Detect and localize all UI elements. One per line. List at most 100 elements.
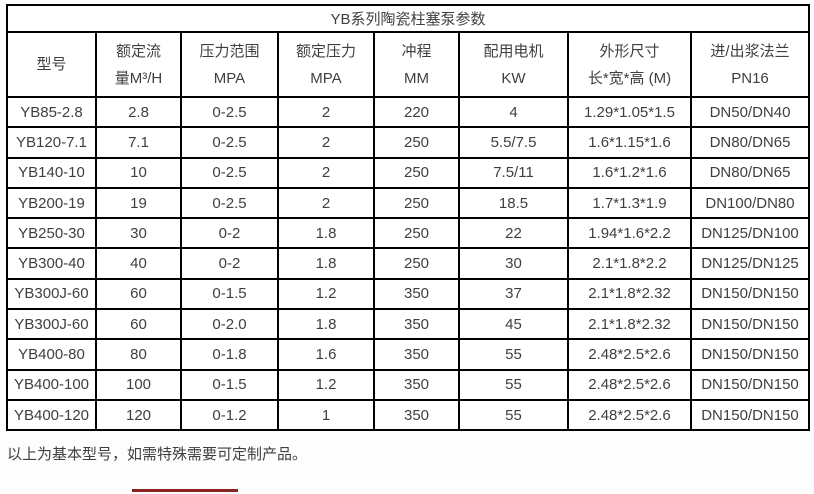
- red-underline-bar: [132, 489, 238, 492]
- cell-stroke: 250: [373, 247, 460, 280]
- table-row: YB400-100 100 0-1.5 1.2 350 55 2.48*2.5*2.6 DN1…: [6, 368, 811, 401]
- cell-motor: 18.5: [458, 186, 569, 220]
- cell-pressure-range: 0-2.5: [180, 95, 279, 129]
- cell-rated-flow: 10: [95, 156, 182, 189]
- cell-flange: DN150/DN150: [689, 308, 811, 341]
- column-header-flange: 进/出浆法兰 PN16: [689, 31, 811, 98]
- cell-model: YB300-40: [6, 247, 97, 280]
- cell-dimensions: 2.48*2.5*2.6: [567, 368, 692, 401]
- cell-rated-flow: 80: [95, 338, 182, 371]
- cell-rated-pressure: 1.6: [277, 338, 375, 371]
- cell-motor: 7.5/11: [458, 156, 569, 189]
- cell-flange: DN80/DN65: [689, 156, 811, 189]
- cell-stroke: 250: [373, 156, 460, 189]
- cell-motor: 55: [458, 398, 569, 432]
- cell-pressure-range: 0-2.5: [180, 186, 279, 220]
- cell-model: YB200-19: [6, 186, 97, 220]
- column-header-rated-pressure: 额定压力 MPA: [277, 31, 375, 98]
- cell-rated-flow: 7.1: [95, 126, 182, 159]
- cell-rated-pressure: 2: [277, 156, 375, 189]
- cell-rated-flow: 30: [95, 217, 182, 250]
- table-row: YB300J-60 60 0-2.0 1.8 350 45 2.1*1.8*2.32 DN15…: [6, 308, 811, 341]
- cell-stroke: 350: [373, 338, 460, 371]
- table-row: YB400-120 120 0-1.2 1 350 55 2.48*2.5*2.6 DN150…: [6, 398, 811, 432]
- cell-pressure-range: 0-1.5: [180, 368, 279, 401]
- cell-dimensions: 2.48*2.5*2.6: [567, 398, 692, 432]
- column-header-stroke: 冲程 MM: [373, 31, 460, 98]
- cell-rated-flow: 100: [95, 368, 182, 401]
- cell-model: YB300J-60: [6, 308, 97, 341]
- cell-flange: DN80/DN65: [689, 126, 811, 159]
- cell-model: YB300J-60: [6, 277, 97, 311]
- table-header-row: 型号 额定流 量M³/H 压力范围 MPA 额定压力 MPA 冲程 MM 配用电机 KW 外形尺寸 长*…: [6, 31, 811, 98]
- cell-model: YB140-10: [6, 156, 97, 189]
- cell-motor: 4: [458, 95, 569, 129]
- table-row: YB250-30 30 0-2 1.8 250 22 1.94*1.6*2.2 DN125/D…: [6, 217, 811, 250]
- cell-pressure-range: 0-2.0: [180, 308, 279, 341]
- table-row: YB400-80 80 0-1.8 1.6 350 55 2.48*2.5*2.6 DN150…: [6, 338, 811, 371]
- cell-stroke: 350: [373, 277, 460, 311]
- cell-dimensions: 2.1*1.8*2.2: [567, 247, 692, 280]
- cell-dimensions: 1.94*1.6*2.2: [567, 217, 692, 250]
- cell-flange: DN125/DN125: [689, 247, 811, 280]
- cell-rated-pressure: 1.2: [277, 368, 375, 401]
- cell-rated-pressure: 2: [277, 126, 375, 159]
- column-header-model: 型号: [6, 31, 97, 98]
- cell-dimensions: 2.1*1.8*2.32: [567, 277, 692, 311]
- cell-motor: 5.5/7.5: [458, 126, 569, 159]
- cell-model: YB400-80: [6, 338, 97, 371]
- cell-rated-pressure: 1.2: [277, 277, 375, 311]
- cell-rated-flow: 40: [95, 247, 182, 280]
- cell-dimensions: 1.6*1.15*1.6: [567, 126, 692, 159]
- cell-stroke: 250: [373, 126, 460, 159]
- cell-rated-pressure: 1.8: [277, 247, 375, 280]
- cell-rated-flow: 2.8: [95, 95, 182, 129]
- cell-flange: DN150/DN150: [689, 368, 811, 401]
- cell-stroke: 220: [373, 95, 460, 129]
- table-title: YB系列陶瓷柱塞泵参数: [5, 4, 811, 33]
- cell-pressure-range: 0-2.5: [180, 156, 279, 189]
- cell-rated-flow: 120: [95, 398, 182, 432]
- column-header-dimensions: 外形尺寸 长*宽*高 (M): [567, 31, 692, 98]
- cell-motor: 55: [458, 338, 569, 371]
- cell-dimensions: 1.7*1.3*1.9: [567, 186, 692, 220]
- cell-rated-pressure: 1.8: [277, 217, 375, 250]
- table-row: YB85-2.8 2.8 0-2.5 2 220 4 1.29*1.05*1.5 DN50/D…: [6, 95, 811, 129]
- cell-rated-flow: 60: [95, 277, 182, 311]
- cell-rated-flow: 19: [95, 186, 182, 220]
- cell-stroke: 350: [373, 368, 460, 401]
- cell-pressure-range: 0-1.2: [180, 398, 279, 432]
- cell-motor: 55: [458, 368, 569, 401]
- table-row: YB300-40 40 0-2 1.8 250 30 2.1*1.8*2.2 DN125/DN…: [6, 247, 811, 280]
- cell-stroke: 250: [373, 217, 460, 250]
- table-row: YB300J-60 60 0-1.5 1.2 350 37 2.1*1.8*2.32 DN15…: [6, 277, 811, 311]
- cell-flange: DN50/DN40: [689, 95, 811, 129]
- cell-pressure-range: 0-2: [180, 247, 279, 280]
- column-header-motor: 配用电机 KW: [458, 31, 569, 98]
- cell-stroke: 350: [373, 308, 460, 341]
- cell-dimensions: 2.1*1.8*2.32: [567, 308, 692, 341]
- cell-stroke: 350: [373, 398, 460, 432]
- cell-rated-pressure: 1.8: [277, 308, 375, 341]
- table-title-row: YB系列陶瓷柱塞泵参数: [5, 4, 811, 33]
- cell-pressure-range: 0-2: [180, 217, 279, 250]
- cell-flange: DN150/DN150: [689, 277, 811, 311]
- cell-flange: DN100/DN80: [689, 186, 811, 220]
- cell-rated-flow: 60: [95, 308, 182, 341]
- pump-spec-table: YB系列陶瓷柱塞泵参数 型号 额定流 量M³/H 压力范围 MPA 额定压力 MPA 冲程 MM…: [5, 4, 811, 432]
- cell-motor: 45: [458, 308, 569, 341]
- cell-motor: 22: [458, 217, 569, 250]
- cell-model: YB120-7.1: [6, 126, 97, 159]
- cell-dimensions: 1.29*1.05*1.5: [567, 95, 692, 129]
- cell-model: YB400-120: [6, 398, 97, 432]
- cell-rated-pressure: 2: [277, 186, 375, 220]
- column-header-rated-flow: 额定流 量M³/H: [95, 31, 182, 98]
- table-row: YB120-7.1 7.1 0-2.5 2 250 5.5/7.5 1.6*1.15*1.6…: [6, 126, 811, 159]
- table-row: YB200-19 19 0-2.5 2 250 18.5 1.7*1.3*1.9 DN100/…: [6, 186, 811, 220]
- cell-pressure-range: 0-1.5: [180, 277, 279, 311]
- table-row: YB140-10 10 0-2.5 2 250 7.5/11 1.6*1.2*1.6 DN80…: [6, 156, 811, 189]
- cell-flange: DN150/DN150: [689, 398, 811, 432]
- cell-dimensions: 2.48*2.5*2.6: [567, 338, 692, 371]
- cell-model: YB400-100: [6, 368, 97, 401]
